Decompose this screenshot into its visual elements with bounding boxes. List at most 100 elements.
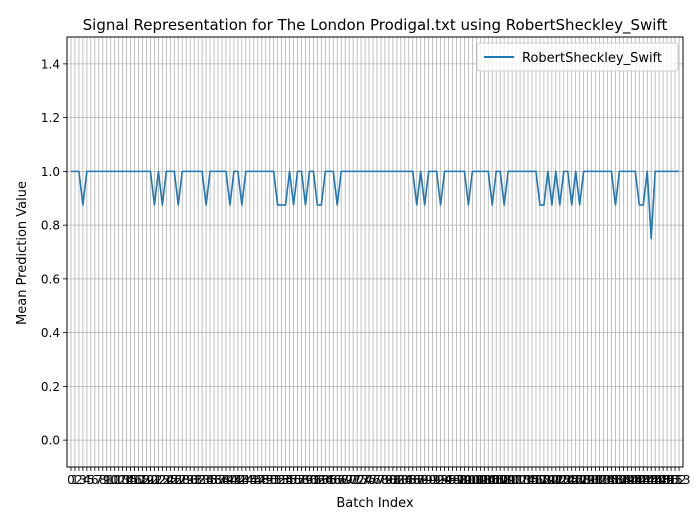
x-tick-label: 43: [234, 473, 249, 487]
x-tick-label: 85: [401, 473, 416, 487]
x-tick-label: 147: [644, 473, 667, 487]
x-tick-label: 30: [183, 473, 198, 487]
x-tick-label: 92: [429, 473, 444, 487]
x-tick-label: 106: [481, 473, 504, 487]
x-tick-label: 145: [636, 473, 659, 487]
x-tick-label: 108: [489, 473, 512, 487]
x-tick-label: 153: [668, 473, 691, 487]
x-tick-label: 65: [322, 473, 337, 487]
x-tick-label: 36: [206, 473, 221, 487]
x-tick-label: 52: [270, 473, 285, 487]
x-tick-label: 69: [338, 473, 353, 487]
x-tick-label: 118: [528, 473, 551, 487]
series-layer: [70, 170, 680, 240]
series-line: [70, 170, 680, 240]
x-tick-label: 51: [266, 473, 281, 487]
x-tick-label: 1: [71, 473, 79, 487]
x-tick-label: 119: [532, 473, 555, 487]
x-tick-label: 116: [521, 473, 544, 487]
x-tick-label: 78: [373, 473, 388, 487]
x-tick-label: 99: [457, 473, 472, 487]
x-tick-label: 135: [596, 473, 619, 487]
x-tick-label: 27: [171, 473, 186, 487]
x-tick-label: 55: [282, 473, 297, 487]
x-tick-label: 24: [159, 473, 174, 487]
x-tick-label: 18: [135, 473, 150, 487]
x-tick-label: 140: [616, 473, 639, 487]
x-tick-label: 136: [600, 473, 623, 487]
x-tick-label: 20: [143, 473, 158, 487]
x-tick-label: 33: [194, 473, 209, 487]
x-tick-label: 67: [330, 473, 345, 487]
x-tick-label: 26: [167, 473, 182, 487]
x-tick-label: 54: [278, 473, 293, 487]
x-tick-label: 124: [552, 473, 575, 487]
x-tick-label: 32: [191, 473, 206, 487]
x-tick-label: 130: [576, 473, 599, 487]
x-tick-label: 107: [485, 473, 508, 487]
x-tick-label: 62: [310, 473, 325, 487]
x-tick-label: 56: [286, 473, 301, 487]
x-tick-label: 4: [83, 473, 91, 487]
x-tick-label: 141: [620, 473, 643, 487]
x-tick-label: 100: [457, 473, 480, 487]
x-tick-label: 104: [473, 473, 496, 487]
x-tick-label: 111: [501, 473, 524, 487]
x-tick-label: 15: [123, 473, 138, 487]
x-tick-label: 14: [119, 473, 134, 487]
x-tick-label: 6: [91, 473, 99, 487]
x-tick-label: 41: [226, 473, 241, 487]
x-tick-label: 16: [127, 473, 142, 487]
x-tick-label: 142: [624, 473, 647, 487]
x-tick-label: 83: [393, 473, 408, 487]
x-tick-label: 87: [409, 473, 424, 487]
legend-box: [476, 42, 679, 72]
x-tick-label: 35: [202, 473, 217, 487]
x-tick-label: 49: [258, 473, 273, 487]
x-tick-label: 125: [556, 473, 579, 487]
x-tick-label: 103: [469, 473, 492, 487]
x-tick-label: 91: [425, 473, 440, 487]
x-tick-label: 39: [218, 473, 233, 487]
x-tick-label: 114: [513, 473, 536, 487]
y-tick-label: 1.4: [41, 57, 60, 71]
x-tick-label: 138: [608, 473, 631, 487]
x-tick-label: 123: [548, 473, 571, 487]
x-tick-label: 28: [175, 473, 190, 487]
y-tick-label: 0.2: [41, 380, 60, 394]
x-tick-label: 113: [509, 473, 532, 487]
x-tick-label: 29: [179, 473, 194, 487]
x-tick-label: 5: [87, 473, 95, 487]
x-tick-label: 11: [107, 473, 122, 487]
x-tick-label: 25: [163, 473, 178, 487]
x-tick-label: 148: [648, 473, 671, 487]
x-tick-label: 66: [326, 473, 341, 487]
x-tick-label: 58: [294, 473, 309, 487]
x-tick-label: 47: [250, 473, 265, 487]
x-tick-label: 17: [131, 473, 146, 487]
x-tick-label: 60: [302, 473, 317, 487]
x-tick-label: 95: [441, 473, 456, 487]
x-tick-label: 110: [497, 473, 520, 487]
x-tick-label: 37: [210, 473, 225, 487]
plot-frame: [66, 36, 684, 468]
x-tick-label: 105: [477, 473, 500, 487]
x-tick-label: 98: [453, 473, 468, 487]
x-tick-label: 73: [353, 473, 368, 487]
x-tick-label: 97: [449, 473, 464, 487]
x-tick-label: 109: [493, 473, 516, 487]
x-tick-label: 46: [246, 473, 261, 487]
x-tick-label: 23: [155, 473, 170, 487]
y-axis-ticks: 0.0 0.2 0.4 0.6 0.8 1.0 1.2 1.4: [41, 57, 67, 448]
x-tick-label: 9: [103, 473, 111, 487]
x-tick-label: 13: [115, 473, 130, 487]
x-tick-label: 77: [369, 473, 384, 487]
x-tick-label: 75: [361, 473, 376, 487]
x-tick-label: 112: [505, 473, 528, 487]
x-axis-ticks: 0123456789101112131415161718192021222324…: [67, 467, 690, 487]
x-tick-label: 149: [652, 473, 675, 487]
chart-title: Signal Representation for The London Pro…: [83, 16, 668, 35]
x-tick-label: 117: [525, 473, 548, 487]
x-tick-label: 48: [254, 473, 269, 487]
